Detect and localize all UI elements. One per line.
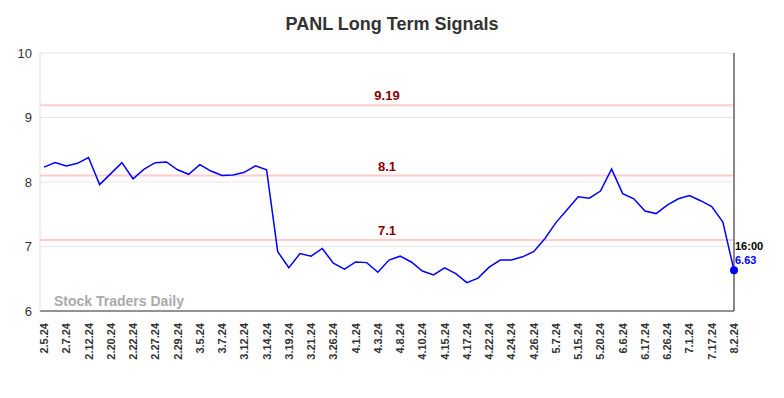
svg-text:5.20.24: 5.20.24 bbox=[594, 322, 606, 360]
svg-text:5.7.24: 5.7.24 bbox=[550, 322, 562, 353]
svg-text:6: 6 bbox=[25, 304, 32, 319]
svg-text:3.19.24: 3.19.24 bbox=[283, 322, 295, 360]
svg-text:6.63: 6.63 bbox=[735, 254, 756, 266]
svg-text:7: 7 bbox=[25, 239, 32, 254]
svg-text:2.7.24: 2.7.24 bbox=[60, 322, 72, 353]
svg-text:16:00: 16:00 bbox=[735, 240, 763, 252]
svg-text:10: 10 bbox=[18, 46, 32, 61]
svg-text:3.7.24: 3.7.24 bbox=[216, 322, 228, 353]
svg-text:3.21.24: 3.21.24 bbox=[305, 322, 317, 360]
svg-text:6.26.24: 6.26.24 bbox=[661, 322, 673, 360]
svg-text:3.5.24: 3.5.24 bbox=[194, 322, 206, 353]
html-text:PANL Long Term Signals: PANL Long Term Signals bbox=[285, 14, 499, 34]
svg-text:6.6.24: 6.6.24 bbox=[617, 322, 629, 353]
svg-text:2.20.24: 2.20.24 bbox=[105, 322, 117, 360]
svg-text:9: 9 bbox=[25, 110, 32, 125]
svg-text:3.14.24: 3.14.24 bbox=[261, 322, 273, 360]
svg-text:3.26.24: 3.26.24 bbox=[327, 322, 339, 360]
html-text:Stock Traders Daily: Stock Traders Daily bbox=[54, 293, 184, 309]
svg-text:8.1: 8.1 bbox=[378, 159, 396, 174]
svg-text:4.15.24: 4.15.24 bbox=[439, 322, 451, 360]
svg-text:2.12.24: 2.12.24 bbox=[83, 322, 95, 360]
svg-text:8.2.24: 8.2.24 bbox=[728, 322, 740, 353]
svg-text:9.19: 9.19 bbox=[374, 88, 399, 103]
svg-text:7.17.24: 7.17.24 bbox=[706, 322, 718, 360]
svg-text:7.1: 7.1 bbox=[378, 223, 396, 238]
svg-text:2.5.24: 2.5.24 bbox=[38, 322, 50, 353]
svg-text:4.24.24: 4.24.24 bbox=[505, 322, 517, 360]
svg-text:3.12.24: 3.12.24 bbox=[238, 322, 250, 360]
svg-text:4.3.24: 4.3.24 bbox=[372, 322, 384, 353]
svg-text:4.17.24: 4.17.24 bbox=[461, 322, 473, 360]
svg-text:4.1.24: 4.1.24 bbox=[350, 322, 362, 353]
svg-text:4.26.24: 4.26.24 bbox=[528, 322, 540, 360]
svg-text:7.1.24: 7.1.24 bbox=[683, 322, 695, 353]
svg-text:2.29.24: 2.29.24 bbox=[172, 322, 184, 360]
svg-text:2.22.24: 2.22.24 bbox=[127, 322, 139, 360]
svg-text:6.17.24: 6.17.24 bbox=[639, 322, 651, 360]
svg-text:5.15.24: 5.15.24 bbox=[572, 322, 584, 360]
svg-text:8: 8 bbox=[25, 175, 32, 190]
svg-text:4.8.24: 4.8.24 bbox=[394, 322, 406, 353]
svg-text:2.27.24: 2.27.24 bbox=[149, 322, 161, 360]
svg-text:4.10.24: 4.10.24 bbox=[416, 322, 428, 360]
svg-text:4.22.24: 4.22.24 bbox=[483, 322, 495, 360]
